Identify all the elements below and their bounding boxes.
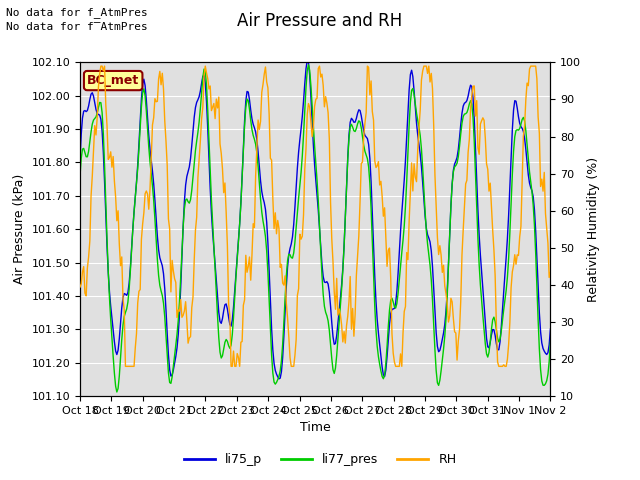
Text: No data for f̅AtmPres: No data for f̅AtmPres <box>6 22 148 32</box>
Y-axis label: Air Pressure (kPa): Air Pressure (kPa) <box>13 174 26 284</box>
Text: No data for f_AtmPres: No data for f_AtmPres <box>6 7 148 18</box>
X-axis label: Time: Time <box>300 421 331 434</box>
Legend: li75_p, li77_pres, RH: li75_p, li77_pres, RH <box>179 448 461 471</box>
Text: Air Pressure and RH: Air Pressure and RH <box>237 12 403 30</box>
Text: BC_met: BC_met <box>87 74 140 87</box>
Y-axis label: Relativity Humidity (%): Relativity Humidity (%) <box>587 156 600 302</box>
